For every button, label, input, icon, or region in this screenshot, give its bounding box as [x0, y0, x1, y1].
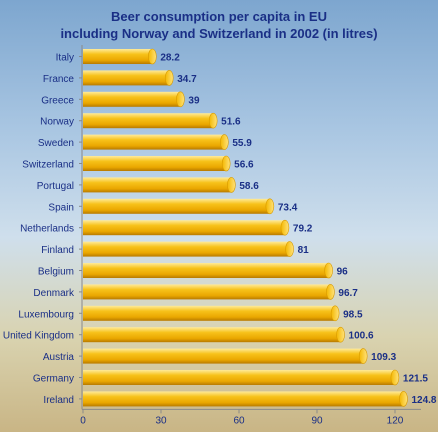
- data-label: 124.8: [411, 395, 436, 406]
- bar-cap: [326, 284, 335, 300]
- data-label: 81: [298, 245, 310, 256]
- bar-cap: [221, 155, 231, 172]
- data-label: 28.2: [160, 53, 180, 64]
- x-tick-label: 120: [387, 415, 404, 426]
- data-label: 55.9: [232, 138, 252, 149]
- bar-france: [83, 70, 170, 86]
- bar-cap: [336, 326, 345, 343]
- bar-switzerland: [83, 156, 227, 171]
- bar-italy: [83, 49, 153, 64]
- bar-cap: [227, 177, 236, 193]
- category-label: Greece: [41, 95, 74, 106]
- category-label: United Kingdom: [3, 331, 74, 342]
- bar-norway: [83, 113, 214, 129]
- bar-germany: [83, 370, 395, 385]
- data-label: 34.7: [177, 74, 197, 85]
- data-label: 58.6: [239, 181, 259, 192]
- bar-ireland: [83, 391, 404, 407]
- bar-united-kingdom: [83, 327, 341, 343]
- bar-belgium: [83, 263, 329, 278]
- category-label: Switzerland: [22, 160, 74, 171]
- bar-portugal: [83, 177, 232, 193]
- bar-cap: [399, 391, 408, 407]
- bar-denmark: [83, 284, 331, 300]
- category-label: France: [43, 74, 75, 85]
- data-label: 56.6: [234, 160, 254, 171]
- bar-cap: [330, 305, 340, 322]
- category-label: Germany: [33, 374, 74, 385]
- category-label: Spain: [48, 202, 74, 213]
- bar-cap: [390, 369, 400, 386]
- x-tick-label: 30: [155, 415, 167, 426]
- x-tick-label: 90: [311, 415, 323, 426]
- bar-luxembourg: [83, 305, 336, 321]
- data-label: 100.6: [349, 331, 374, 342]
- category-label: Sweden: [38, 138, 74, 149]
- data-label: 79.2: [293, 224, 313, 235]
- bar-netherlands: [83, 220, 285, 236]
- bar-greece: [83, 91, 181, 107]
- category-label: Luxembourg: [18, 309, 74, 320]
- data-label: 96.7: [338, 288, 358, 299]
- bar-austria: [83, 348, 364, 364]
- bar-cap: [208, 112, 218, 129]
- bar-cap: [358, 348, 368, 364]
- bar-cap: [285, 241, 294, 257]
- bar-cap: [176, 91, 185, 108]
- bar-sweden: [83, 134, 225, 150]
- bar-cap: [164, 70, 174, 86]
- chart-title: Beer consumption per capita in EU: [111, 9, 327, 24]
- category-label: Italy: [56, 53, 74, 64]
- data-label: 109.3: [371, 352, 396, 363]
- bar-cap: [265, 198, 275, 215]
- data-label: 51.6: [221, 117, 241, 128]
- data-label: 73.4: [278, 202, 298, 213]
- x-tick-label: 60: [233, 415, 245, 426]
- chart-subtitle: including Norway and Switzerland in 2002…: [60, 26, 378, 41]
- category-label: Portugal: [37, 181, 74, 192]
- data-label: 121.5: [403, 374, 428, 385]
- x-tick-label: 0: [80, 415, 86, 426]
- bar-cap: [148, 48, 157, 65]
- category-label: Austria: [43, 352, 75, 363]
- bar-cap: [280, 219, 290, 236]
- category-label: Norway: [40, 117, 74, 128]
- bar-cap: [324, 262, 333, 279]
- bar-finland: [83, 241, 290, 257]
- data-label: 98.5: [343, 309, 363, 320]
- data-label: 39: [188, 95, 200, 106]
- bar-spain: [83, 198, 270, 214]
- category-label: Ireland: [43, 395, 74, 406]
- category-label: Netherlands: [20, 224, 74, 235]
- data-label: 96: [337, 267, 349, 278]
- category-label: Belgium: [38, 267, 74, 278]
- category-label: Finland: [41, 245, 74, 256]
- category-label: Denmark: [33, 288, 75, 299]
- bar-cap: [220, 134, 229, 150]
